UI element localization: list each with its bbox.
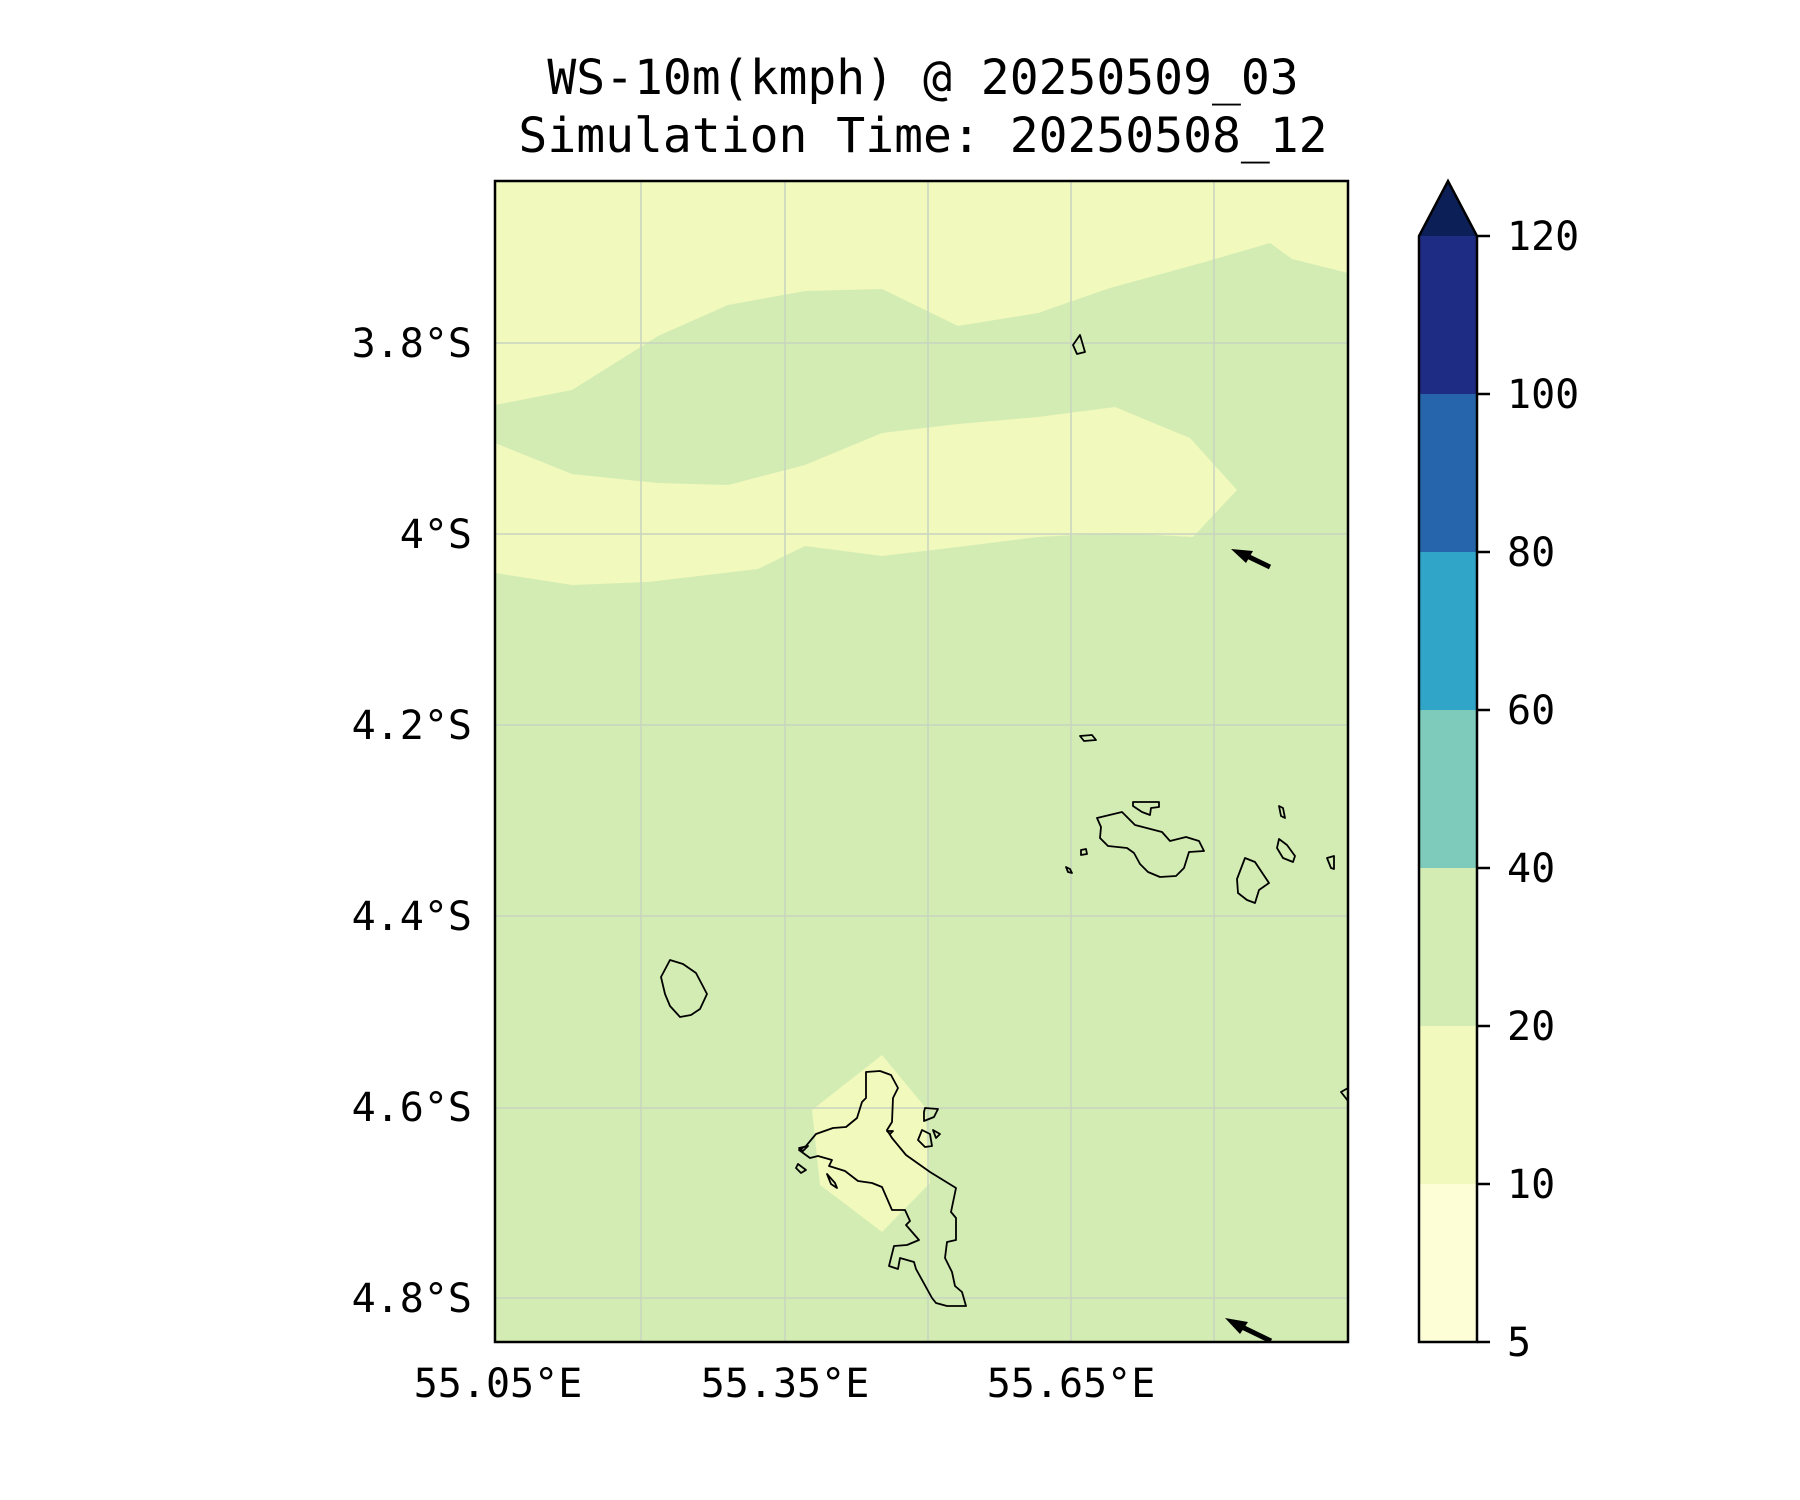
islet-mahe-s [826,1173,838,1189]
longitude-labels: 55.05°E 55.35°E 55.65°E [414,1361,1156,1407]
colorbar-tick-label: 40 [1507,846,1555,892]
lat-tick-label: 4.6°S [352,1085,472,1131]
islet-mahe-nw1 [798,1145,809,1152]
island-praslin [1096,811,1205,878]
colorbar-ticks [1477,234,1490,1344]
lat-tick-label: 4.4°S [352,894,472,940]
colorbar-band-5-10 [1419,1184,1477,1342]
map-panel [495,181,1348,1342]
colorbar-labels: 5 10 20 40 60 80 100 120 [1507,214,1579,1366]
colorbar-extend-arrow [1419,181,1477,236]
colorbar-tick-label: 120 [1507,214,1579,260]
lat-tick-label: 4.8°S [352,1276,472,1322]
wind-band-10-20-south [812,1055,930,1232]
lon-tick-label: 55.35°E [701,1361,870,1407]
lat-tick-label: 4.2°S [352,703,472,749]
islet-c [1278,805,1286,819]
wind-band-10-20-middle [495,407,1237,585]
islet-mahe-n [886,1130,894,1135]
colorbar-band-10-20 [1419,1026,1477,1184]
gridlines [495,181,1348,1342]
islet-mahe-e2 [917,1129,933,1148]
map-title: WS-10m(kmph) @ 20250509_03 [547,50,1299,106]
islet-a [1080,848,1088,856]
colorbar-band-100-120 [1419,236,1477,394]
islet-d [1326,855,1335,870]
wind-arrow-south [1225,1318,1273,1342]
wind-band-10-20-north [495,181,1348,405]
islet-b [1065,866,1073,874]
colorbar-band-60-80 [1419,552,1477,710]
colorbar-band-40-60 [1419,710,1477,868]
map-subtitle: Simulation Time: 20250508_12 [518,108,1328,164]
islet-east-edge [1340,1087,1348,1102]
coastlines [660,334,1348,1307]
colorbar-tick-label: 60 [1507,688,1555,734]
colorbar-outline [1417,178,1479,1344]
colorbar-tick-label: 5 [1507,1320,1531,1366]
latitude-labels: 3.8°S 4°S 4.2°S 4.4°S 4.6°S 4.8°S [352,321,472,1322]
island-felicite [1276,838,1296,863]
island-curieuse [1132,801,1160,816]
island-la-digue [1236,857,1270,904]
lon-tick-label: 55.65°E [987,1361,1156,1407]
map-frame [493,179,1350,1344]
colorbar-tick-label: 80 [1507,530,1555,576]
wind-arrows [1225,549,1273,1342]
wind-arrow-north [1231,549,1272,570]
island-mahe [798,1070,967,1307]
island-silhouette [660,959,708,1018]
lat-tick-label: 3.8°S [352,321,472,367]
colorbar-band-20-40 [1419,868,1477,1026]
islet-mahe-e1 [923,1107,939,1122]
islet-mahe-w [795,1163,807,1174]
islet-mahe-e3 [932,1129,941,1139]
colorbar-tick-label: 20 [1507,1004,1555,1050]
colorbar-tick-label: 10 [1507,1162,1555,1208]
island-north-islet [1072,334,1086,355]
lat-tick-label: 4°S [400,512,472,558]
colorbar: 5 10 20 40 60 80 100 120 [1417,178,1579,1366]
colorbar-tick-label: 100 [1507,372,1579,418]
islet-small-east [1079,734,1097,742]
colorbar-band-80-100 [1419,394,1477,552]
lon-tick-label: 55.05°E [414,1361,583,1407]
